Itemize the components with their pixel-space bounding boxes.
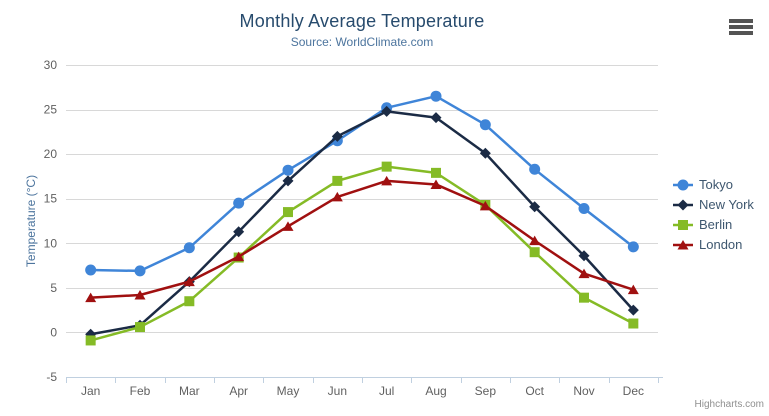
legend-item-tokyo[interactable]: Tokyo (672, 175, 754, 194)
data-point-new-york-oct[interactable] (529, 201, 541, 213)
data-point-tokyo-aug[interactable] (430, 90, 442, 102)
legend-item-london[interactable]: London (672, 235, 754, 254)
legend-label-tokyo: Tokyo (699, 177, 733, 192)
data-point-berlin-oct[interactable] (529, 247, 540, 258)
series-london (85, 175, 639, 303)
data-point-new-york-nov[interactable] (578, 250, 590, 262)
data-point-london-mar[interactable] (183, 276, 195, 287)
data-point-new-york-jul[interactable] (381, 105, 393, 117)
legend-marker-tokyo (677, 179, 689, 190)
data-point-london-oct[interactable] (529, 235, 541, 246)
y-axis-label: 10 (44, 236, 58, 250)
data-point-berlin-jan[interactable] (85, 335, 96, 346)
data-point-berlin-aug[interactable] (431, 167, 441, 178)
x-axis-label: Mar (179, 384, 200, 398)
data-point-london-aug[interactable] (430, 179, 442, 189)
data-point-berlin-nov[interactable] (579, 292, 589, 303)
x-axis-label: Jul (379, 384, 394, 398)
square-legend-marker-icon (673, 219, 693, 230)
series-line-new-york (89, 110, 635, 336)
data-point-tokyo-may[interactable] (282, 164, 294, 176)
data-point-london-jan[interactable] (85, 292, 97, 303)
legend-item-new-york[interactable]: New York (672, 195, 754, 214)
data-point-berlin-dec[interactable] (628, 318, 639, 329)
x-axis-label: Sep (475, 384, 497, 398)
hamburger-menu-icon (729, 19, 753, 35)
legend: Tokyo New York Berlin London (672, 175, 754, 255)
data-point-new-york-dec[interactable] (627, 304, 639, 316)
chart-subtitle: Source: WorldClimate.com (290, 35, 434, 49)
x-axis-label: Oct (525, 384, 544, 398)
series-tokyo (85, 90, 639, 277)
y-axis-label: 25 (44, 103, 58, 117)
data-point-tokyo-dec[interactable] (627, 241, 639, 253)
data-point-tokyo-apr[interactable] (233, 197, 245, 209)
y-axis-title: Temperature (°C) (24, 174, 38, 268)
data-point-london-nov[interactable] (578, 268, 590, 279)
diamond-legend-marker-icon (673, 199, 693, 210)
x-axis-label: Jun (328, 384, 347, 398)
x-axis-labels: Jan Feb Mar Apr May Jun Jul Aug Sep Oct Nov Dec (81, 384, 644, 398)
y-axis-label: 30 (44, 58, 58, 72)
chart-title: Monthly Average Temperature (239, 11, 485, 31)
data-point-berlin-jul[interactable] (381, 161, 392, 172)
data-point-tokyo-oct[interactable] (529, 163, 541, 175)
data-point-london-feb[interactable] (134, 289, 146, 300)
data-point-london-dec[interactable] (627, 284, 639, 295)
y-axis-labels: -5 0 5 10 15 20 25 30 (44, 58, 58, 384)
y-axis-label: -5 (46, 370, 57, 384)
x-axis-label: Jan (81, 384, 100, 398)
legend-marker-new-york (677, 199, 689, 210)
legend-marker-berlin (678, 219, 688, 230)
x-axis-label: May (277, 384, 300, 398)
data-point-london-may[interactable] (282, 221, 294, 231)
data-point-tokyo-feb[interactable] (134, 265, 146, 277)
data-point-new-york-apr[interactable] (233, 226, 245, 238)
x-axis-ticks (66, 378, 659, 383)
legend-label-london: London (699, 237, 743, 252)
data-point-berlin-mar[interactable] (184, 296, 195, 307)
series-line-berlin (89, 165, 635, 342)
legend-marker-london (677, 239, 689, 249)
legend-label-berlin: Berlin (699, 217, 733, 232)
triangle-legend-marker-icon (673, 239, 693, 249)
series-line-tokyo (89, 94, 635, 273)
data-point-berlin-jun[interactable] (332, 175, 343, 186)
data-point-new-york-sep[interactable] (479, 147, 491, 159)
y-axis-label: 20 (44, 147, 58, 161)
data-point-tokyo-nov[interactable] (578, 203, 590, 215)
x-axis-label: Feb (130, 384, 151, 398)
y-axis-label: 0 (50, 325, 57, 339)
data-point-berlin-feb[interactable] (135, 322, 145, 333)
x-axis-label: Nov (573, 384, 594, 398)
series-new-york (85, 105, 639, 340)
data-point-new-york-jun[interactable] (331, 130, 343, 142)
data-point-new-york-may[interactable] (282, 175, 294, 187)
data-point-new-york-aug[interactable] (430, 112, 442, 124)
y-axis-label: 5 (50, 281, 57, 295)
data-point-berlin-may[interactable] (283, 207, 293, 218)
x-axis-label: Aug (425, 384, 446, 398)
legend-label-new-york: New York (699, 197, 754, 212)
x-axis-label: Dec (623, 384, 644, 398)
x-axis-label: Apr (229, 384, 248, 398)
data-point-london-apr[interactable] (233, 251, 245, 262)
series-line-london (89, 179, 635, 299)
y-axis-label: 15 (44, 192, 58, 206)
circle-legend-marker-icon (673, 179, 693, 190)
highcharts-credit-link[interactable]: Highcharts.com (694, 399, 764, 410)
data-point-london-jun[interactable] (331, 191, 343, 202)
data-point-tokyo-sep[interactable] (479, 119, 491, 131)
data-point-tokyo-mar[interactable] (183, 242, 195, 254)
chart-context-menu-button[interactable] (727, 17, 755, 37)
data-point-tokyo-jan[interactable] (85, 264, 97, 276)
legend-item-berlin[interactable]: Berlin (672, 215, 754, 234)
data-point-london-jul[interactable] (381, 175, 393, 186)
gridlines (66, 65, 658, 333)
data-point-london-sep[interactable] (479, 200, 491, 211)
